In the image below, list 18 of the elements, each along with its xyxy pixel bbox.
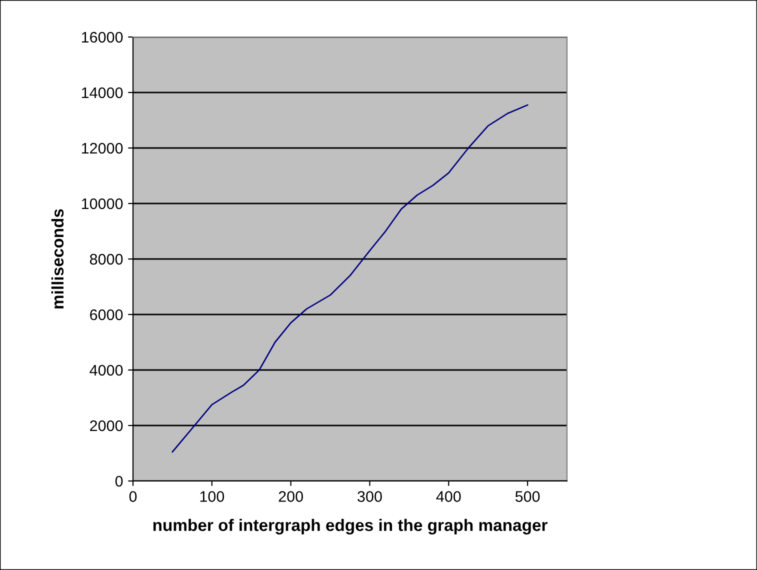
y-tick-label: 8000 (90, 254, 123, 265)
y-tick-label: 4000 (90, 364, 123, 376)
x-tick-label: 300 (358, 491, 382, 502)
x-tick-label: 200 (278, 491, 303, 502)
y-tick-label: 14000 (82, 87, 123, 98)
x-tick-label: 0 (129, 491, 137, 502)
y-tick-label: 10000 (82, 198, 123, 210)
y-tick-label: 16000 (82, 32, 123, 43)
y-tick-label: 6000 (90, 309, 123, 320)
line-series (172, 104, 528, 453)
y-tick-label: 2000 (90, 420, 123, 432)
x-tick-label: 500 (515, 491, 540, 502)
y-tick-label: 0 (115, 476, 123, 487)
x-axis-title: number of intergraph edges in the graph manager (153, 518, 548, 534)
x-tick-label: 400 (436, 491, 461, 502)
y-axis-title: milliseconds (51, 209, 64, 308)
y-tick-label: 12000 (82, 142, 123, 154)
x-tick-label: 100 (200, 491, 224, 502)
